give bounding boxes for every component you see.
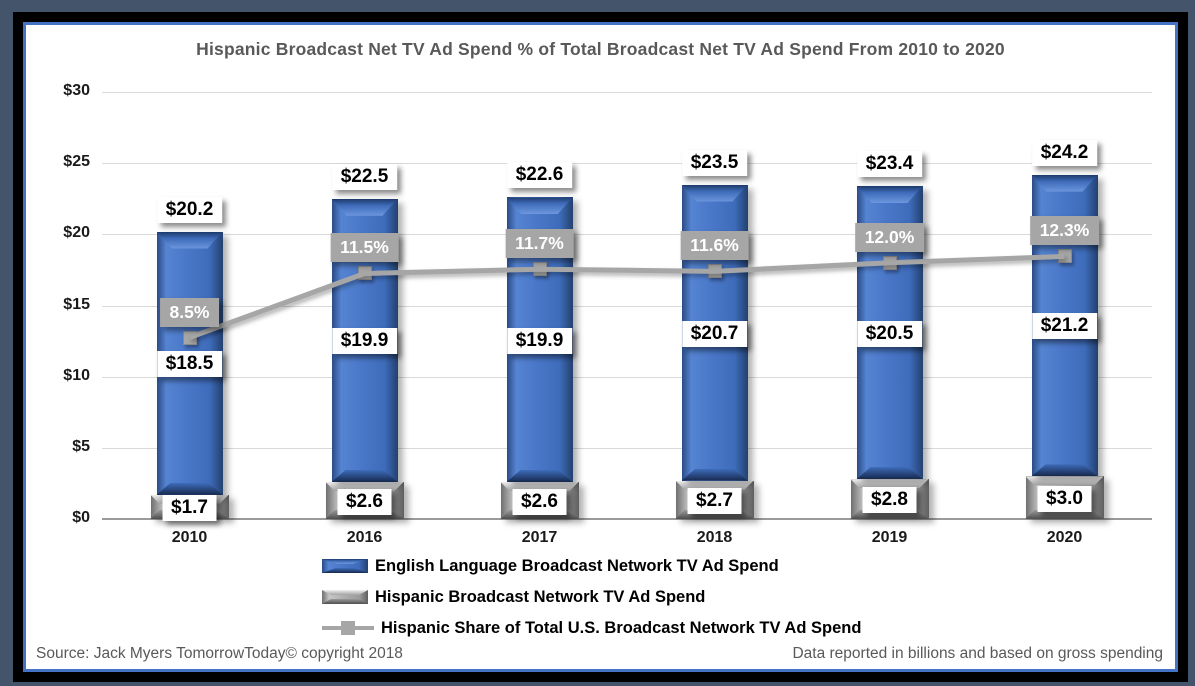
legend-swatch-share-line xyxy=(322,621,374,635)
line-swatch-marker-icon xyxy=(341,621,355,635)
value-label-hispanic-2017: $2.6 xyxy=(512,488,567,515)
chart-surface: Hispanic Broadcast Net TV Ad Spend % of … xyxy=(23,22,1178,672)
pct-label-2019: 12.0% xyxy=(854,222,925,252)
y-tick-label: $10 xyxy=(63,366,90,384)
x-category-label-2020: 2020 xyxy=(1046,529,1083,546)
x-category-label-2019: 2019 xyxy=(871,529,908,546)
value-label-hispanic-2016: $2.6 xyxy=(337,488,392,515)
inner-frame: Hispanic Broadcast Net TV Ad Spend % of … xyxy=(13,12,1188,682)
chart-footer: Source: Jack Myers TomorrowToday© copyri… xyxy=(36,645,1163,663)
legend-swatch-english-bar xyxy=(322,559,368,573)
legend-item-hispanic: Hispanic Broadcast Network TV Ad Spend xyxy=(322,584,861,610)
share-line xyxy=(188,253,1065,340)
legend-label-hispanic: Hispanic Broadcast Network TV Ad Spend xyxy=(375,587,706,606)
gridline xyxy=(102,447,1152,449)
legend-swatch-hispanic-bar xyxy=(322,590,368,604)
value-label-english-2017: $19.9 xyxy=(506,327,573,354)
gridline xyxy=(102,305,1152,307)
plot-area: $20.2 $18.5 $1.7 8.5% $22.5 $19.9 $2.6 11.5% $22… xyxy=(102,92,1152,521)
pct-label-2010: 8.5% xyxy=(159,297,220,327)
pct-label-2018: 11.6% xyxy=(680,231,749,261)
total-label-2010: $20.2 xyxy=(156,196,223,223)
y-tick-label: $15 xyxy=(63,295,90,313)
y-tick-label: $25 xyxy=(63,153,90,171)
y-tick-label: $30 xyxy=(63,82,90,99)
legend-label-english: English Language Broadcast Network TV Ad… xyxy=(375,556,779,575)
legend-label-share: Hispanic Share of Total U.S. Broadcast N… xyxy=(381,618,862,637)
gridline xyxy=(102,163,1152,165)
value-label-english-2010: $18.5 xyxy=(156,351,223,378)
gridline xyxy=(102,92,1152,93)
x-category-label-2018: 2018 xyxy=(696,529,733,546)
y-tick-label: $0 xyxy=(72,509,90,526)
source-note: Source: Jack Myers TomorrowToday© copyri… xyxy=(36,645,403,662)
x-axis-baseline xyxy=(102,518,1152,520)
x-category-label-2016: 2016 xyxy=(346,529,383,546)
value-label-hispanic-2018: $2.7 xyxy=(687,487,742,514)
value-label-hispanic-2019: $2.8 xyxy=(862,487,917,514)
total-label-2020: $24.2 xyxy=(1031,139,1098,166)
value-label-english-2016: $19.9 xyxy=(331,328,398,355)
total-label-2017: $22.6 xyxy=(506,162,573,189)
pct-label-2016: 11.5% xyxy=(330,233,399,263)
value-label-hispanic-2010: $1.7 xyxy=(162,494,217,521)
pct-label-2017: 11.7% xyxy=(505,229,574,259)
total-label-2016: $22.5 xyxy=(331,163,398,190)
data-note: Data reported in billions and based on g… xyxy=(792,645,1163,662)
legend-item-share: Hispanic Share of Total U.S. Broadcast N… xyxy=(322,615,861,641)
gridline xyxy=(102,376,1152,378)
value-label-hispanic-2020: $3.0 xyxy=(1037,485,1092,512)
legend: English Language Broadcast Network TV Ad… xyxy=(322,553,861,641)
value-label-english-2018: $20.7 xyxy=(681,320,748,347)
legend-item-english: English Language Broadcast Network TV Ad… xyxy=(322,553,861,579)
y-tick-label: $20 xyxy=(63,224,90,242)
x-category-label-2010: 2010 xyxy=(171,529,208,546)
chart-title: Hispanic Broadcast Net TV Ad Spend % of … xyxy=(196,39,1005,59)
pct-label-2020: 12.3% xyxy=(1029,216,1100,246)
value-label-english-2019: $20.5 xyxy=(856,320,923,347)
total-label-2019: $23.4 xyxy=(856,150,923,177)
gridline xyxy=(102,234,1152,236)
total-label-2018: $23.5 xyxy=(681,149,748,176)
value-label-english-2020: $21.2 xyxy=(1031,313,1098,340)
x-category-label-2017: 2017 xyxy=(521,529,558,546)
share-line-stroke xyxy=(188,253,1065,340)
y-tick-label: $5 xyxy=(72,437,90,455)
